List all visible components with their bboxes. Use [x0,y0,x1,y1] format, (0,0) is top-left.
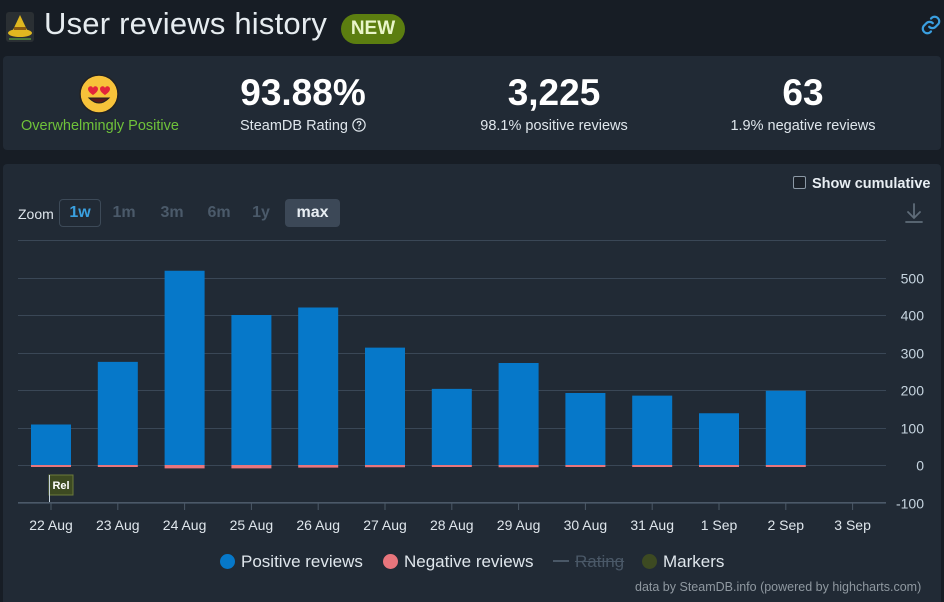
release-marker-label: Rel [52,480,69,492]
positive-bar [298,307,339,465]
positive-bar [31,424,71,465]
zoom-3m-button[interactable]: 3m [160,204,184,221]
stat-positive: 3,225 98.1% positive reviews [448,56,660,150]
positive-bar [164,270,205,465]
page-title: User reviews history [44,6,328,41]
y-tick-label: 0 [916,458,924,474]
x-tick-label: 1 Sep [701,517,738,533]
positive-bar [431,388,472,465]
x-tick-label: 24 Aug [163,517,207,533]
rating-label: SteamDB Rating [240,118,348,134]
game-icon [6,12,34,42]
negative-bar [431,465,472,467]
cumulative-checkbox[interactable] [793,176,806,189]
stat-rating: 93.88% SteamDB Rating [193,56,413,150]
legend-rating-label: Rating [575,552,625,571]
zoom-1w-button[interactable]: 1w [59,199,101,227]
download-icon[interactable] [904,202,924,224]
heart-eyes-emoji-icon [79,74,119,114]
zoom-max-button[interactable]: max [285,199,340,227]
legend-positive-swatch [220,554,235,569]
negative-bar [765,465,806,467]
y-tick-label: 200 [901,383,925,399]
negative-bar [231,465,272,469]
negative-bar [632,465,673,467]
negative-bar [498,465,539,468]
negative-bar [97,465,138,467]
review-verdict: Overwhelmingly Positive [21,118,179,134]
positive-bar [765,390,806,465]
negative-bar [164,465,205,469]
x-tick-label: 28 Aug [430,517,474,533]
positive-bar [699,413,739,465]
y-tick-label: 100 [901,421,925,437]
positive-bar [97,361,138,465]
zoom-1y-button[interactable]: 1y [252,204,270,221]
rating-caption: SteamDB Rating [193,118,413,134]
x-tick-label: 31 Aug [630,517,674,533]
legend-rating-swatch [553,560,569,562]
x-tick-label: 23 Aug [96,517,140,533]
page-header: User reviews history NEW [0,0,944,56]
help-icon[interactable] [352,118,366,132]
legend-markers-label: Markers [663,552,725,571]
positive-label: 98.1% positive reviews [480,118,628,134]
legend-negative-label: Negative reviews [404,552,534,571]
x-tick-label: 30 Aug [564,517,608,533]
y-tick-label: 300 [901,346,925,362]
legend-negative[interactable]: Negative reviews [383,552,533,574]
negative-bar [699,465,739,467]
negative-count: 63 [782,72,824,113]
rating-value: 93.88% [240,72,366,113]
positive-bar [632,395,673,465]
link-icon[interactable] [920,14,942,36]
x-tick-label: 27 Aug [363,517,407,533]
legend-positive[interactable]: Positive reviews [220,552,363,574]
x-tick-label: 25 Aug [230,517,274,533]
stats-panel: Overwhelmingly Positive 93.88% SteamDB R… [3,56,941,150]
cumulative-label: Show cumulative [812,176,931,192]
positive-count: 3,225 [507,72,601,113]
legend-markers[interactable]: Markers [642,552,724,574]
x-tick-label: 29 Aug [497,517,541,533]
negative-bar [365,465,405,468]
reviews-chart: 500 400 300 200 100 0 -100 22 Aug 23 Aug 24 Aug 25… [18,240,925,533]
legend-positive-label: Positive reviews [241,552,363,571]
zoom-1m-button[interactable]: 1m [112,204,136,221]
positive-bar [365,347,405,465]
x-tick-label: 3 Sep [834,517,871,533]
positive-bar [565,393,606,465]
stat-negative: 63 1.9% negative reviews [703,56,903,150]
positive-bar [498,363,539,465]
x-tick-label: 26 Aug [296,517,340,533]
chart-panel: 500 400 300 200 100 0 -100 22 Aug 23 Aug 24 Aug 25… [3,164,941,602]
negative-bar [31,465,71,467]
chart-credits[interactable]: data by SteamDB.info (powered by highcha… [635,580,922,594]
legend-markers-swatch [642,554,657,569]
zoom-6m-button[interactable]: 6m [207,204,231,221]
show-cumulative-toggle[interactable]: Show cumulative [793,176,930,192]
zoom-label: Zoom [18,206,54,222]
x-tick-label: 2 Sep [768,517,805,533]
y-tick-label: 500 [901,271,925,287]
negative-label: 1.9% negative reviews [730,118,876,134]
legend-rating[interactable]: Rating [553,552,624,574]
negative-bar [565,465,606,467]
legend-negative-swatch [383,554,398,569]
stat-verdict: Overwhelmingly Positive [3,56,197,150]
x-tick-label: 22 Aug [29,517,73,533]
y-tick-label: 400 [901,308,925,324]
y-tick-label: -100 [896,496,924,512]
new-badge: NEW [341,14,405,44]
positive-bar [231,315,272,465]
negative-bar [298,465,339,468]
